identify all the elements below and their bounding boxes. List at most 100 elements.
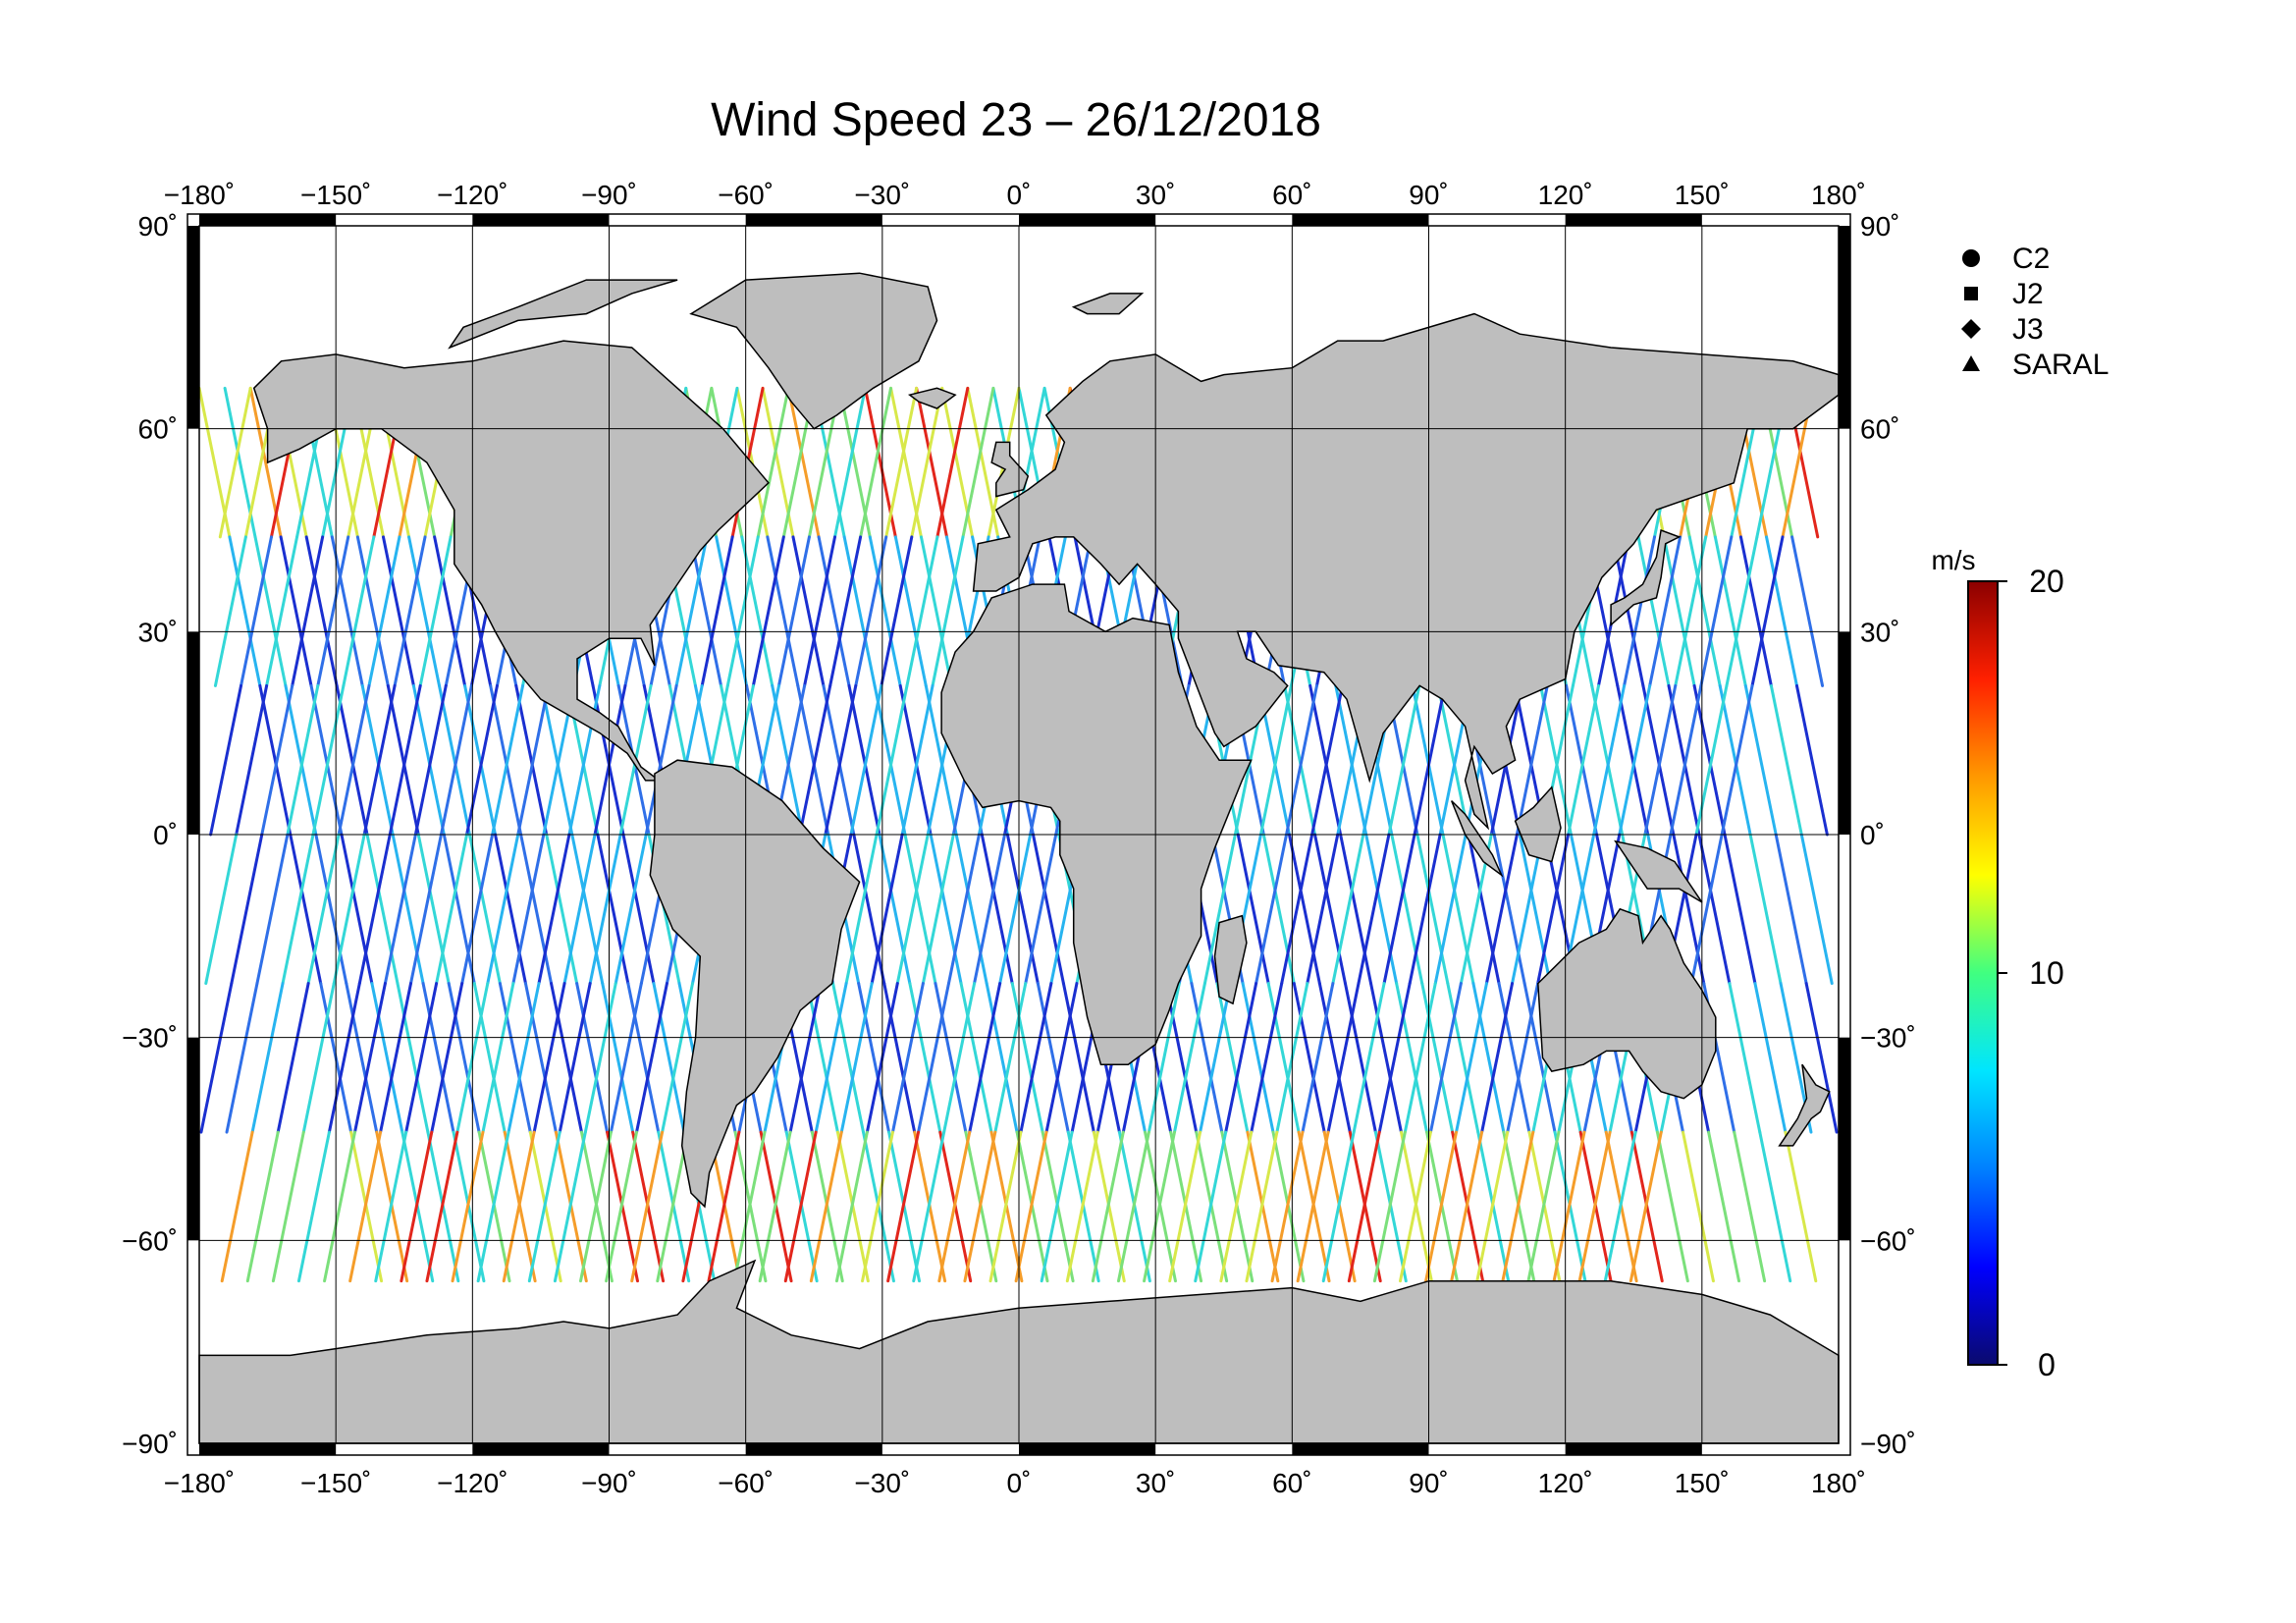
lon-tick-label-bottom: −180˚ [164, 1468, 235, 1498]
track-segment [884, 386, 919, 539]
track-segment [1040, 1130, 1074, 1283]
track-segment [245, 1130, 280, 1283]
track-segment [644, 683, 678, 837]
track-segment [626, 982, 661, 1134]
track-segment [921, 833, 955, 986]
colorbar-tick-label: 0 [2038, 1347, 2056, 1382]
track-segment [370, 982, 404, 1134]
track-segment [309, 683, 344, 837]
track-segment [824, 683, 858, 837]
track-segment [391, 833, 425, 986]
track-segment [1283, 683, 1317, 837]
track-segment [1313, 833, 1347, 986]
track-segment [1236, 833, 1270, 986]
track-segment [316, 535, 350, 687]
track-segment [1352, 982, 1386, 1134]
track-segment [609, 982, 643, 1134]
track-segment [1467, 833, 1501, 986]
track-segment [335, 683, 369, 837]
track-segment [1310, 683, 1345, 837]
frame-segment [1839, 226, 1850, 429]
track-segment [348, 1130, 383, 1283]
track-segment [362, 683, 397, 837]
track-segment [253, 535, 288, 687]
track-segment [988, 1130, 1023, 1283]
track-segment [791, 535, 826, 687]
track-segment [1306, 833, 1340, 986]
track-segment [447, 982, 481, 1134]
track-segment [1567, 683, 1600, 837]
track-segment [1769, 683, 1803, 837]
track-segment [937, 1130, 972, 1283]
track-segment [854, 535, 888, 687]
track-segment [652, 982, 686, 1134]
track-segment [230, 833, 264, 986]
lat-tick-label-right: −90˚ [1860, 1429, 1916, 1459]
colorbar: m/s 20 10 0 [1931, 545, 2063, 1382]
colorbar-gradient [1967, 580, 1999, 1366]
track-segment [1258, 683, 1293, 837]
track-segment [1672, 833, 1706, 986]
track-segment [276, 982, 310, 1134]
track-segment [1005, 833, 1040, 986]
track-segment [630, 1130, 665, 1283]
track-segment [523, 982, 558, 1134]
track-segment [980, 833, 1014, 986]
track-segment [882, 982, 917, 1134]
map-frame [187, 213, 1851, 1456]
track-segment [796, 683, 830, 837]
track-segment [1758, 1130, 1792, 1283]
track-segment [1497, 982, 1531, 1134]
track-segment [621, 833, 656, 986]
track-segment [1750, 535, 1785, 687]
track-segment [1224, 982, 1258, 1134]
track-segment [1116, 1130, 1150, 1283]
track-segment [1526, 1130, 1561, 1283]
track-segment [332, 833, 366, 986]
track-segment [1774, 833, 1808, 986]
legend-label: J2 [2012, 278, 2044, 310]
track-segment [798, 683, 832, 837]
track-segment [993, 982, 1028, 1134]
lon-tick-label-bottom: 60˚ [1272, 1468, 1311, 1498]
track-segment [788, 982, 823, 1134]
axes-labels: −180˚ −180˚ −150˚ −150˚ −120˚ −120˚ −90˚ −90˚ −6… [122, 180, 1916, 1498]
track-segment [1010, 982, 1044, 1134]
lon-tick-label-top: −180˚ [164, 180, 235, 210]
track-segment [481, 982, 515, 1134]
track-segment [605, 1130, 639, 1283]
track-segment [255, 833, 290, 986]
track-segment [365, 833, 400, 986]
legend-label: SARAL [2012, 349, 2109, 381]
lon-tick-label-top: −60˚ [718, 180, 774, 210]
lon-tick-label-bottom: 90˚ [1409, 1468, 1448, 1498]
track-segment [1408, 833, 1442, 986]
track-segment [1753, 982, 1788, 1134]
track-segment [527, 1130, 561, 1283]
track-segment [803, 535, 837, 687]
track-segment [833, 386, 867, 539]
track-segment [740, 535, 774, 687]
colorbar-unit: m/s [1931, 545, 1975, 575]
frame-segment [472, 214, 610, 226]
track-segment [1455, 982, 1488, 1134]
track-segment [968, 982, 1002, 1134]
track-segment [912, 1130, 946, 1283]
track-segment [910, 386, 944, 539]
track-segment [1044, 982, 1079, 1134]
track-segment [1648, 535, 1682, 687]
track-segment [583, 982, 617, 1134]
track-segment [1270, 1130, 1305, 1283]
track-segment [839, 982, 874, 1134]
track-segment [1577, 1130, 1612, 1283]
track-segment [558, 982, 592, 1134]
track-segment [998, 833, 1033, 986]
track-segment [209, 683, 243, 837]
track-segment [1331, 833, 1365, 986]
track-segment [367, 535, 401, 687]
track-segment [379, 982, 413, 1134]
track-segment [289, 833, 323, 986]
track-segment [1255, 833, 1289, 986]
arctic-islands-landmass [448, 279, 678, 350]
